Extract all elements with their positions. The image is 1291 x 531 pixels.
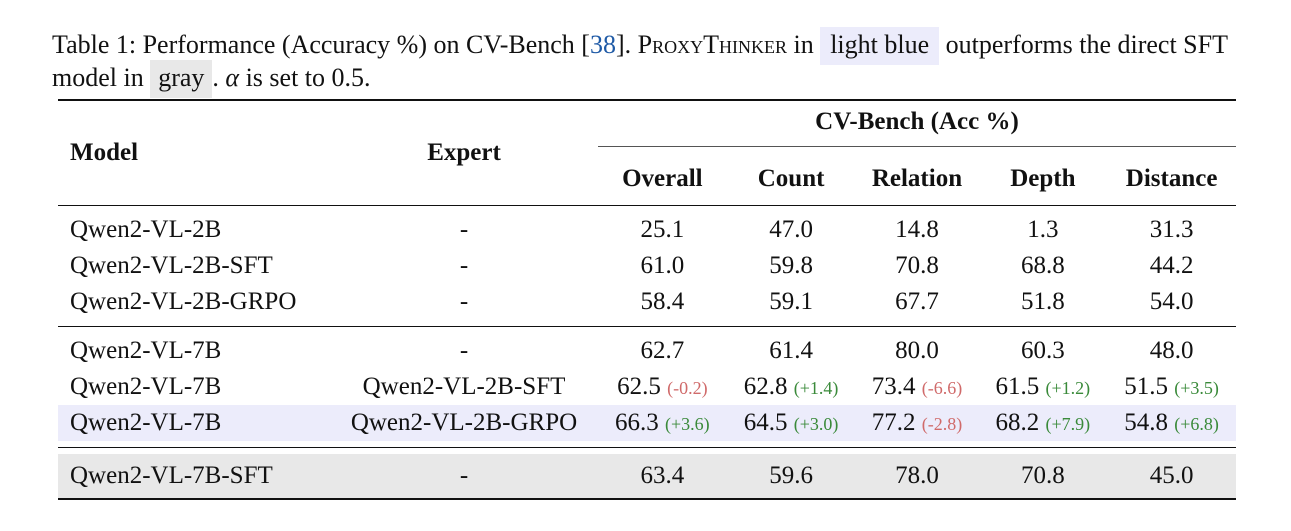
delta-positive: (+3.6) xyxy=(665,414,710,434)
cell-expert: - xyxy=(459,252,469,279)
cell-depth: 51.8 xyxy=(1020,288,1065,315)
cell-depth: 60.3 xyxy=(1020,337,1065,364)
cell-count: 59.8 xyxy=(769,252,813,279)
cell-depth: 68.2 (+7.9) xyxy=(978,405,1108,441)
cell-model: Qwen2-VL-2B xyxy=(70,216,222,243)
cell-expert: - xyxy=(330,454,598,499)
value: 61.5 xyxy=(995,373,1040,400)
cell-depth: 68.8 xyxy=(1020,252,1065,279)
table-row: Qwen2-VL-2B-GRPO - 58.4 59.1 67.7 51.8 5… xyxy=(58,284,1236,320)
cell-relation: 80.0 xyxy=(895,337,939,364)
header-distance: Distance xyxy=(1125,165,1218,192)
cell-depth: 70.8 xyxy=(978,454,1108,499)
cell-count: 59.1 xyxy=(769,288,813,315)
cell-model: Qwen2-VL-2B-SFT xyxy=(70,252,273,279)
caption-text: outperforms the direct SFT model in xyxy=(52,30,1228,92)
value: 68.2 xyxy=(995,409,1040,436)
gray-swatch: gray xyxy=(150,60,213,98)
delta-negative: (-6.6) xyxy=(921,378,963,398)
cell-expert: Qwen2-VL-2B-GRPO xyxy=(330,405,598,441)
cell-model: Qwen2-VL-7B-SFT xyxy=(58,454,330,499)
header-depth: Depth xyxy=(1010,165,1076,192)
delta-positive: (+1.2) xyxy=(1045,378,1091,398)
cell-overall: 66.3 (+3.6) xyxy=(598,405,727,441)
value: 73.4 xyxy=(871,373,916,400)
cell-count: 61.4 xyxy=(769,337,813,364)
caption-label: Table 1: xyxy=(52,30,137,59)
caption-text: ]. xyxy=(615,30,638,59)
value: 64.5 xyxy=(743,409,788,436)
cell-model: Qwen2-VL-2B-GRPO xyxy=(70,288,297,315)
cell-distance: 44.2 xyxy=(1149,252,1194,279)
cell-count: 47.0 xyxy=(769,216,813,243)
cell-depth: 1.3 xyxy=(1027,216,1059,243)
delta-positive: (+7.9) xyxy=(1045,414,1091,434)
header-cv-bench: CV-Bench (Acc %) xyxy=(598,100,1236,153)
cell-distance: 54.0 xyxy=(1149,288,1194,315)
delta-positive: (+3.5) xyxy=(1174,378,1219,398)
cell-depth: 61.5 (+1.2) xyxy=(979,369,1108,405)
cell-expert: - xyxy=(459,288,469,315)
cell-expert: Qwen2-VL-2B-SFT xyxy=(362,373,566,400)
light-blue-swatch: light blue xyxy=(820,27,940,65)
table-row: Qwen2-VL-7B Qwen2-VL-2B-SFT 62.5 (-0.2) … xyxy=(58,369,1236,405)
cell-relation: 14.8 xyxy=(895,216,939,243)
value: 66.3 xyxy=(615,409,659,436)
cell-count: 62.8 (+1.4) xyxy=(727,369,856,405)
caption-text: in xyxy=(786,30,821,59)
caption-text: is set to 0.5. xyxy=(239,63,371,92)
table-row-sft: Qwen2-VL-7B-SFT - 63.4 59.6 78.0 70.8 45… xyxy=(58,454,1236,499)
value: 54.8 xyxy=(1124,409,1169,436)
cell-distance: 31.3 xyxy=(1149,216,1194,243)
caption-text: . xyxy=(212,63,226,92)
cell-overall: 61.0 xyxy=(640,252,685,279)
cell-relation: 73.4 (-6.6) xyxy=(855,369,978,405)
value: 62.8 xyxy=(743,373,788,400)
header-model: Model xyxy=(70,139,139,166)
cell-overall: 62.5 (-0.2) xyxy=(598,369,727,405)
cell-overall: 58.4 xyxy=(640,288,685,315)
header-cv-bench-label: CV-Bench (Acc %) xyxy=(598,108,1236,147)
value: 62.5 xyxy=(617,373,661,400)
cell-distance: 45.0 xyxy=(1107,454,1236,499)
delta-positive: (+3.0) xyxy=(793,414,839,434)
alpha-symbol: α xyxy=(225,63,240,92)
cell-count: 64.5 (+3.0) xyxy=(726,405,856,441)
cell-model: Qwen2-VL-7B xyxy=(70,373,222,400)
cell-model: Qwen2-VL-7B xyxy=(70,337,222,364)
cell-distance: 48.0 xyxy=(1149,337,1194,364)
cell-model: Qwen2-VL-7B xyxy=(58,405,330,441)
cell-expert: - xyxy=(459,216,469,243)
cell-overall: 62.7 xyxy=(640,337,685,364)
value: 77.2 xyxy=(871,409,916,436)
cell-overall: 25.1 xyxy=(640,216,685,243)
header-overall: Overall xyxy=(622,165,703,192)
cell-count: 59.6 xyxy=(726,454,856,499)
cell-distance: 54.8 (+6.8) xyxy=(1107,405,1236,441)
delta-negative: (-0.2) xyxy=(667,378,708,398)
table-row: Qwen2-VL-2B - 25.1 47.0 14.8 1.3 31.3 xyxy=(58,212,1236,248)
caption-text: Performance (Accuracy %) on CV-Bench [ xyxy=(142,30,590,59)
header-expert: Expert xyxy=(427,139,501,166)
cell-relation: 67.7 xyxy=(895,288,939,315)
header-relation: Relation xyxy=(871,165,963,192)
cell-expert: - xyxy=(459,337,469,364)
results-table: Model Expert CV-Bench (Acc %) Overall Co… xyxy=(58,99,1236,500)
table-row: Qwen2-VL-7B - 62.7 61.4 80.0 60.3 48.0 xyxy=(58,333,1236,369)
cell-distance: 51.5 (+3.5) xyxy=(1107,369,1236,405)
value: 51.5 xyxy=(1124,373,1169,400)
delta-positive: (+1.4) xyxy=(793,378,839,398)
cell-relation: 78.0 xyxy=(855,454,979,499)
method-name: ProxyThinker xyxy=(637,30,787,59)
table-caption: Table 1: Performance (Accuracy %) on CV-… xyxy=(52,27,1242,98)
table-row: Qwen2-VL-2B-SFT - 61.0 59.8 70.8 68.8 44… xyxy=(58,248,1236,284)
header-count: Count xyxy=(757,165,825,192)
table-row-proxythinker: Qwen2-VL-7B Qwen2-VL-2B-GRPO 66.3 (+3.6)… xyxy=(58,405,1236,441)
citation-link[interactable]: 38 xyxy=(589,30,616,59)
cell-relation: 70.8 xyxy=(895,252,939,279)
delta-negative: (-2.8) xyxy=(921,414,963,434)
cell-overall: 63.4 xyxy=(598,454,727,499)
delta-positive: (+6.8) xyxy=(1174,414,1219,434)
cell-relation: 77.2 (-2.8) xyxy=(855,405,979,441)
